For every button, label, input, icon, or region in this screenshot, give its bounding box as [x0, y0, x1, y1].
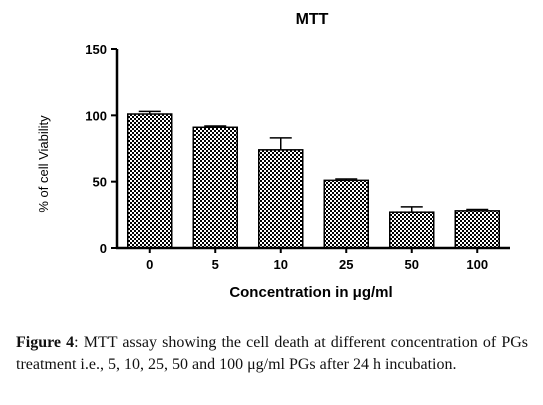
bar	[127, 113, 173, 249]
y-tick-label: 50	[93, 175, 107, 190]
y-axis-ticks: 0 50 100 150	[85, 42, 117, 256]
bar	[389, 211, 435, 249]
figure-caption-text: : MTT assay showing the cell death at di…	[16, 334, 529, 373]
x-tick-label: 100	[466, 257, 488, 272]
x-tick-label: 0	[146, 257, 153, 272]
x-tick-label: 50	[405, 257, 419, 272]
x-tick-label: 5	[212, 257, 219, 272]
bar	[192, 126, 238, 249]
y-axis-label: % of cell Viability	[36, 115, 51, 213]
bar	[323, 179, 369, 249]
bar-chart: MTT % of cell Viability 0 50 100 150 0 5 10 25…	[36, 11, 510, 301]
figure-caption: Figure 4: MTT assay showing the cell dea…	[16, 332, 528, 376]
bars	[127, 110, 500, 249]
y-tick-label: 150	[85, 42, 107, 57]
chart-title: MTT	[296, 11, 329, 28]
bar	[258, 149, 304, 249]
x-axis-label: Concentration in μg/ml	[229, 284, 392, 301]
bar	[454, 210, 500, 249]
y-tick-label: 100	[85, 108, 107, 123]
x-axis-ticks: 0 5 10 25 50 100	[146, 248, 488, 272]
figure-label: Figure 4	[16, 334, 75, 351]
x-tick-label: 10	[274, 257, 288, 272]
x-tick-label: 25	[339, 257, 353, 272]
y-tick-label: 0	[100, 241, 107, 256]
